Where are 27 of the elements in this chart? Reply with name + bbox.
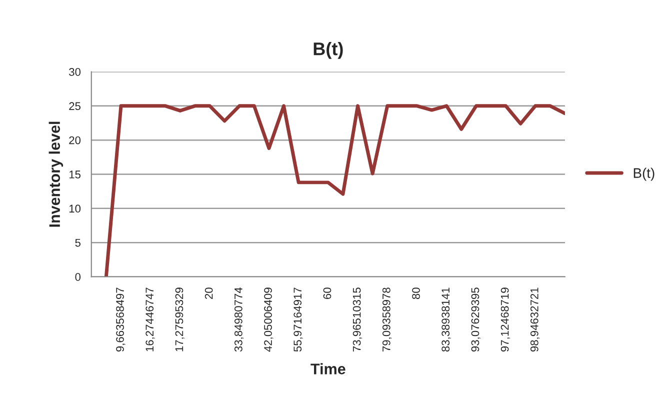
y-tick-label: 0 xyxy=(75,273,81,281)
x-tick-label: 80 xyxy=(412,288,420,300)
x-tick-label: 73,96510315 xyxy=(352,288,362,352)
y-tick-label: 10 xyxy=(69,204,81,213)
y-tick-label: 15 xyxy=(69,170,80,178)
x-tick-label: 97,12468719 xyxy=(500,288,510,352)
y-tick-label: 20 xyxy=(69,136,81,144)
x-tick-label: 33,84980774 xyxy=(234,287,244,352)
legend-label: B(t) xyxy=(634,168,654,181)
x-axis-title: Time xyxy=(310,363,346,374)
x-tick-label: 79,09358978 xyxy=(382,288,392,352)
x-tick-label: 16,27446747 xyxy=(146,288,155,352)
x-tick-label: 60 xyxy=(323,288,332,299)
x-tick-label: 83,38938141 xyxy=(442,288,451,352)
line-series xyxy=(104,104,565,277)
x-tick-label: 42,05006409 xyxy=(264,288,274,352)
y-tick-label: 30 xyxy=(69,68,81,76)
y-axis-title: Inventory level xyxy=(48,122,64,227)
x-tick-label: 98,94632721 xyxy=(530,288,540,352)
y-tick-label: 25 xyxy=(69,102,80,110)
x-tick-label: 20 xyxy=(204,288,213,299)
x-tick-label: 93,07629395 xyxy=(471,288,480,352)
x-tick-label: 55,97164917 xyxy=(294,288,303,352)
y-tick-label: 5 xyxy=(75,238,80,247)
chart-title: B(t) xyxy=(314,42,343,59)
x-tick-label: 17,27595329 xyxy=(175,288,184,352)
x-tick-label: 9,663568497 xyxy=(116,288,126,352)
